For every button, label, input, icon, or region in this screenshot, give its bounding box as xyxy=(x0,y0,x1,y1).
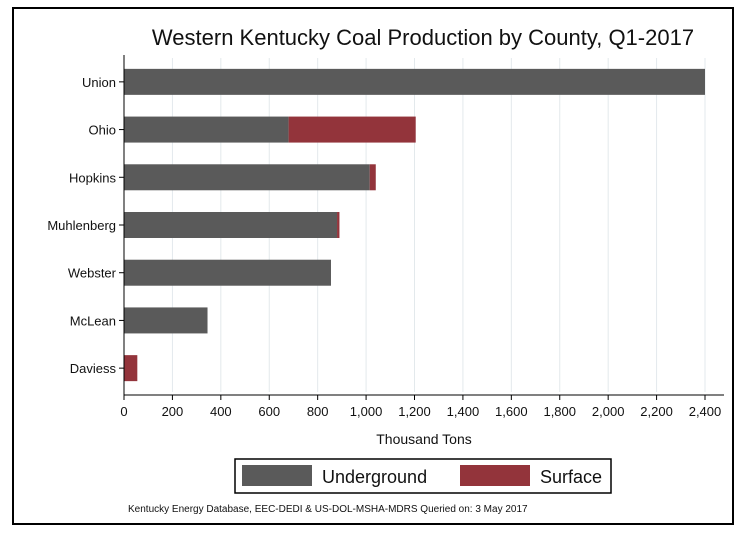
x-tick-label: 1,800 xyxy=(543,404,576,419)
y-tick-label: Muhlenberg xyxy=(47,218,116,233)
y-axis: Union Ohio Hopkins Muhlenberg Webster McLean D… xyxy=(47,55,125,395)
x-tick-label: 1,200 xyxy=(398,404,431,419)
legend-swatch-surface xyxy=(460,465,530,486)
y-tick-label: Webster xyxy=(68,266,117,281)
y-tick-label: Union xyxy=(82,75,116,90)
x-tick-label: 2,400 xyxy=(689,404,722,419)
bar-underground-union xyxy=(124,68,705,95)
x-tick-label: 200 xyxy=(162,404,184,419)
y-tick-label: Ohio xyxy=(89,123,116,138)
bar-surface-hopkins xyxy=(369,164,376,191)
y-tick-label: Daviess xyxy=(70,361,117,376)
y-tick-label: McLean xyxy=(70,313,116,328)
bar-underground-hopkins xyxy=(124,164,370,191)
bar-underground-ohio xyxy=(124,116,289,143)
legend-label-surface: Surface xyxy=(540,467,602,487)
bar-surface-ohio xyxy=(288,116,416,143)
footnote: Kentucky Energy Database, EEC-DEDI & US-… xyxy=(128,504,528,515)
x-tick-label: 1,000 xyxy=(350,404,383,419)
x-tick-label: 2,200 xyxy=(640,404,673,419)
legend: Underground Surface xyxy=(234,458,612,494)
x-axis: 0 200 400 600 800 1,000 1,200 1,400 1,600 1,800 2,… xyxy=(120,394,724,419)
bar-underground-mclean xyxy=(124,307,208,334)
legend-swatch-underground xyxy=(242,465,312,486)
bar-surface-daviess xyxy=(124,355,138,382)
x-tick-label: 0 xyxy=(120,404,127,419)
bars xyxy=(124,68,705,382)
chart-title: Western Kentucky Coal Production by Coun… xyxy=(152,25,694,50)
legend-label-underground: Underground xyxy=(322,467,427,487)
x-tick-label: 400 xyxy=(210,404,232,419)
x-tick-label: 1,600 xyxy=(495,404,528,419)
x-tick-label: 2,000 xyxy=(592,404,625,419)
bar-underground-webster xyxy=(124,259,331,286)
bar-underground-muhlenberg xyxy=(124,212,338,238)
y-tick-label: Hopkins xyxy=(69,170,116,185)
x-tick-label: 600 xyxy=(258,404,280,419)
x-tick-label: 1,400 xyxy=(447,404,480,419)
x-axis-label: Thousand Tons xyxy=(376,431,471,447)
bar-surface-muhlenberg xyxy=(337,212,340,238)
x-tick-label: 800 xyxy=(307,404,329,419)
